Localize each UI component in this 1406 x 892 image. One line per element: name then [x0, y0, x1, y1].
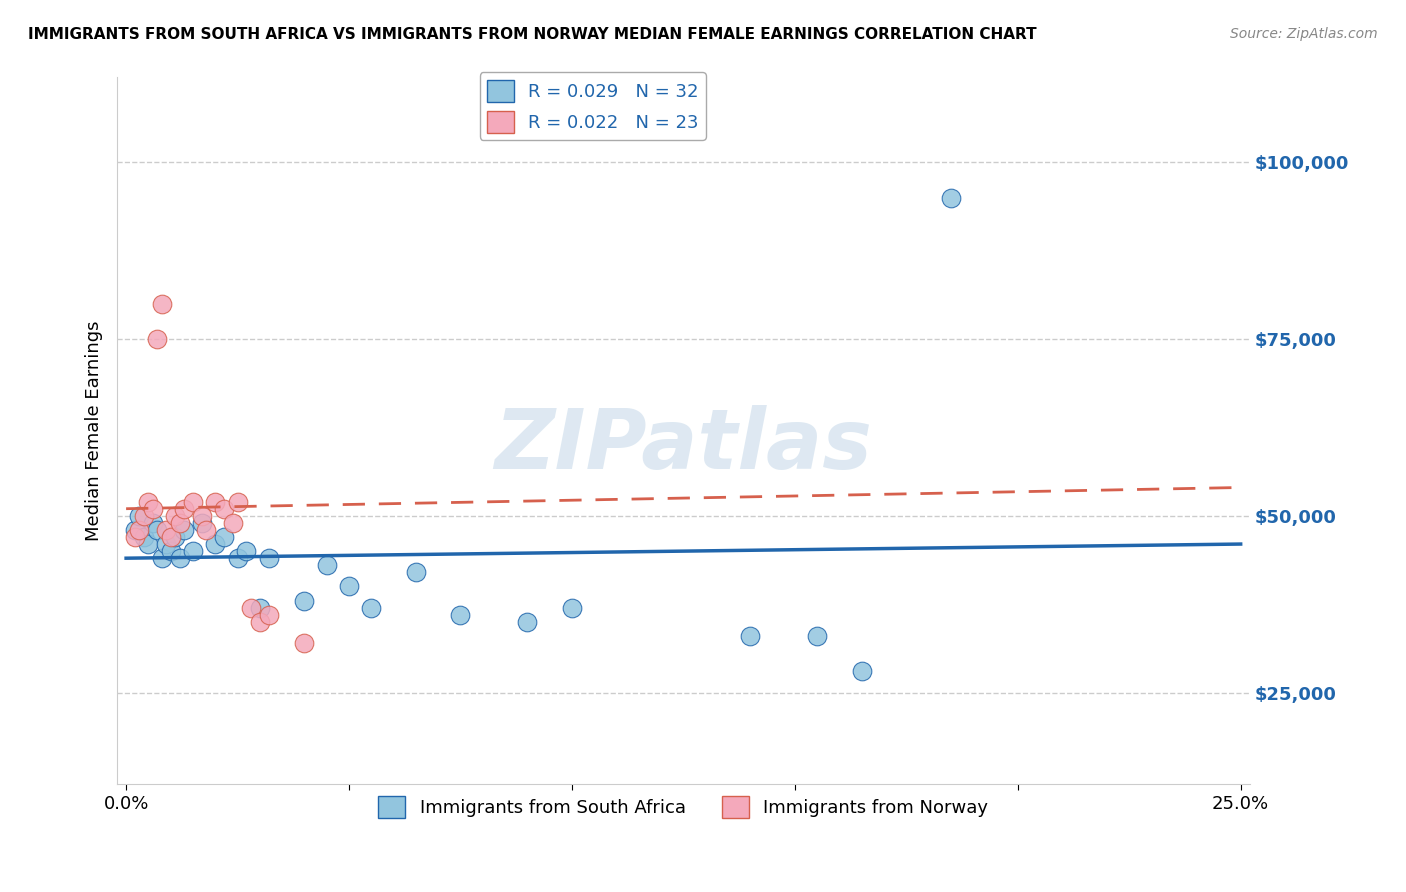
Point [806, 629, 828, 643]
Point [195, 523, 218, 537]
Point [212, 530, 235, 544]
Point [181, 494, 204, 508]
Point [337, 579, 360, 593]
Point [181, 544, 204, 558]
Point [249, 615, 271, 629]
Point [939, 191, 962, 205]
Point [405, 566, 427, 580]
Legend: Immigrants from South Africa, Immigrants from Norway: Immigrants from South Africa, Immigrants… [371, 789, 995, 825]
Point [450, 607, 472, 622]
Point [132, 530, 155, 544]
Point [146, 332, 169, 346]
Point [204, 537, 226, 551]
Point [249, 600, 271, 615]
Text: IMMIGRANTS FROM SOUTH AFRICA VS IMMIGRANTS FROM NORWAY MEDIAN FEMALE EARNINGS CO: IMMIGRANTS FROM SOUTH AFRICA VS IMMIGRAN… [28, 27, 1036, 42]
Point [204, 494, 226, 508]
Point [561, 600, 583, 615]
Point [155, 523, 177, 537]
Point [226, 551, 249, 566]
Point [226, 494, 249, 508]
Point [138, 537, 160, 551]
Point [150, 296, 173, 310]
Point [165, 508, 187, 523]
Point [173, 523, 195, 537]
Point [257, 551, 280, 566]
Point [294, 636, 316, 650]
Point [191, 508, 214, 523]
Point [212, 501, 235, 516]
Point [138, 494, 160, 508]
Point [169, 551, 191, 566]
Point [146, 523, 169, 537]
Point [165, 530, 187, 544]
Point [132, 508, 155, 523]
Point [222, 516, 245, 530]
Point [124, 523, 146, 537]
Point [142, 501, 165, 516]
Point [169, 516, 191, 530]
Point [257, 607, 280, 622]
Point [740, 629, 762, 643]
Point [239, 600, 262, 615]
Point [128, 508, 150, 523]
Point [173, 501, 195, 516]
Point [516, 615, 538, 629]
Point [155, 537, 177, 551]
Point [150, 551, 173, 566]
Point [159, 530, 181, 544]
Point [191, 516, 214, 530]
Point [124, 530, 146, 544]
Point [159, 544, 181, 558]
Text: Source: ZipAtlas.com: Source: ZipAtlas.com [1230, 27, 1378, 41]
Point [128, 523, 150, 537]
Y-axis label: Median Female Earnings: Median Female Earnings [86, 321, 103, 541]
Point [315, 558, 337, 573]
Point [360, 600, 382, 615]
Point [235, 544, 257, 558]
Point [294, 593, 316, 607]
Point [851, 665, 873, 679]
Text: ZIPatlas: ZIPatlas [495, 405, 872, 485]
Point [142, 516, 165, 530]
